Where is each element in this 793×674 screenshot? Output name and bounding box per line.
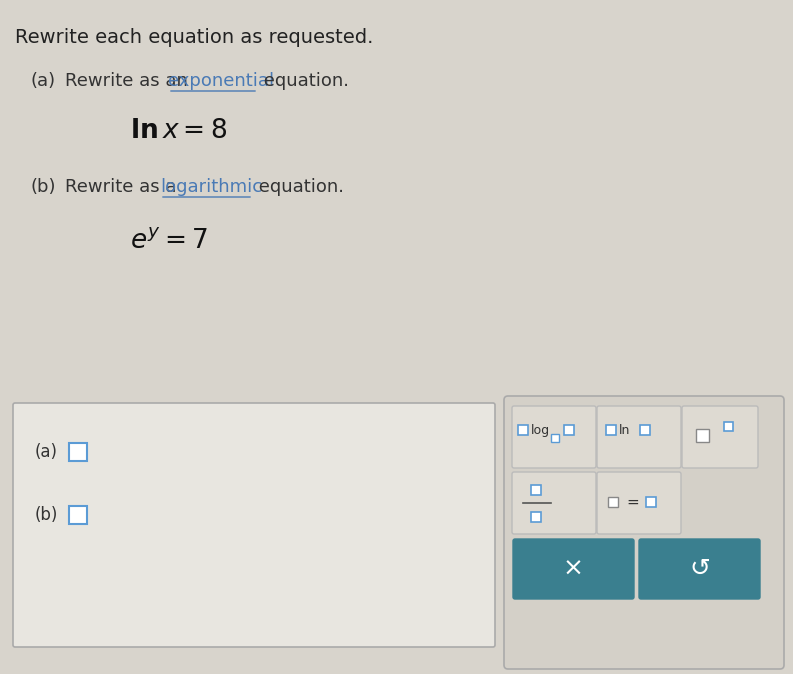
Bar xyxy=(518,425,528,435)
Text: (b): (b) xyxy=(30,178,56,196)
Bar xyxy=(695,429,708,441)
Text: (a): (a) xyxy=(35,443,58,461)
FancyBboxPatch shape xyxy=(682,406,758,468)
Text: log: log xyxy=(531,424,550,437)
Text: ↺: ↺ xyxy=(689,557,710,581)
Bar xyxy=(531,512,541,522)
Text: (b): (b) xyxy=(35,506,59,524)
Bar xyxy=(69,506,87,524)
Text: logarithmic: logarithmic xyxy=(160,178,262,196)
Bar xyxy=(608,497,618,507)
Bar xyxy=(564,425,574,435)
FancyBboxPatch shape xyxy=(513,539,634,599)
FancyBboxPatch shape xyxy=(512,472,596,534)
Text: ×: × xyxy=(563,557,584,581)
Text: (a): (a) xyxy=(30,72,56,90)
Bar xyxy=(551,434,559,442)
Text: Rewrite as a: Rewrite as a xyxy=(65,178,182,196)
Text: Rewrite each equation as requested.: Rewrite each equation as requested. xyxy=(15,28,374,47)
FancyBboxPatch shape xyxy=(639,539,760,599)
Text: $\mathbf{ln}\,x = 8$: $\mathbf{ln}\,x = 8$ xyxy=(130,118,227,143)
Text: equation.: equation. xyxy=(258,72,349,90)
Bar xyxy=(531,485,541,495)
FancyBboxPatch shape xyxy=(597,406,681,468)
Bar xyxy=(646,497,656,507)
Bar xyxy=(606,425,616,435)
Text: $e^{y} = 7$: $e^{y} = 7$ xyxy=(130,228,208,253)
FancyBboxPatch shape xyxy=(512,406,596,468)
Text: ln: ln xyxy=(619,424,630,437)
Text: exponential: exponential xyxy=(168,72,274,90)
Bar xyxy=(723,421,733,431)
Text: =: = xyxy=(626,495,638,510)
Text: equation.: equation. xyxy=(253,178,344,196)
FancyBboxPatch shape xyxy=(597,472,681,534)
Bar xyxy=(69,443,87,461)
Text: Rewrite as an: Rewrite as an xyxy=(65,72,193,90)
Bar xyxy=(640,425,650,435)
FancyBboxPatch shape xyxy=(13,403,495,647)
FancyBboxPatch shape xyxy=(504,396,784,669)
